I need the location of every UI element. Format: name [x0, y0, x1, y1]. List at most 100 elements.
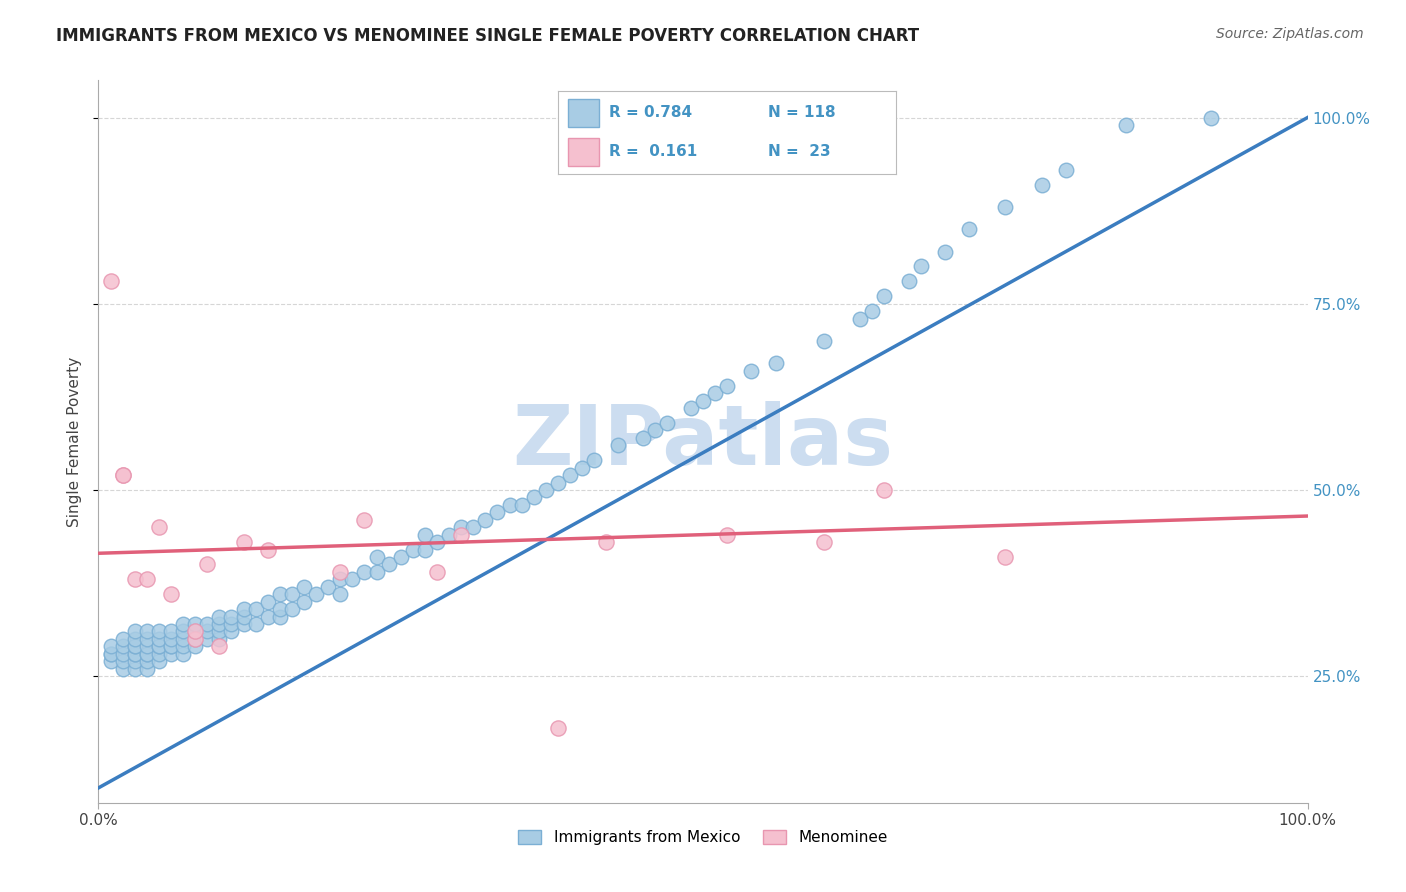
Point [124, 647, 146, 661]
Point [232, 535, 254, 549]
Point [1115, 118, 1137, 132]
Point [934, 244, 956, 259]
Point [184, 632, 207, 646]
Point [221, 609, 243, 624]
Point [124, 632, 146, 646]
Point [124, 572, 146, 586]
Point [111, 468, 134, 483]
Point [292, 580, 315, 594]
Point [402, 542, 425, 557]
Point [534, 483, 557, 497]
Point [135, 624, 157, 639]
Point [124, 624, 146, 639]
Point [269, 602, 291, 616]
Point [172, 617, 194, 632]
Point [172, 640, 194, 654]
Point [111, 468, 134, 483]
Point [195, 632, 218, 646]
Point [111, 640, 134, 654]
Point [100, 274, 122, 288]
Point [353, 513, 375, 527]
Point [148, 654, 170, 668]
Point [100, 640, 122, 654]
Point [148, 640, 170, 654]
Point [316, 580, 339, 594]
Point [208, 617, 231, 632]
Point [245, 617, 267, 632]
Point [607, 438, 630, 452]
Point [366, 549, 388, 564]
Point [704, 386, 727, 401]
Point [195, 558, 218, 572]
Point [994, 200, 1017, 214]
Point [474, 513, 496, 527]
Point [172, 647, 194, 661]
Point [377, 558, 399, 572]
Point [124, 640, 146, 654]
Point [172, 632, 194, 646]
Point [463, 520, 485, 534]
Point [486, 505, 509, 519]
Point [644, 423, 666, 437]
Point [160, 587, 183, 601]
Point [135, 647, 157, 661]
Point [329, 587, 352, 601]
Point [135, 654, 157, 668]
Point [184, 640, 207, 654]
Point [208, 609, 231, 624]
Point [292, 595, 315, 609]
Point [221, 617, 243, 632]
Point [994, 549, 1017, 564]
Point [583, 453, 606, 467]
Point [860, 304, 883, 318]
Point [1054, 162, 1077, 177]
Legend: Immigrants from Mexico, Menominee: Immigrants from Mexico, Menominee [510, 822, 896, 853]
Point [329, 565, 352, 579]
Point [148, 520, 170, 534]
Point [426, 535, 449, 549]
Point [256, 595, 278, 609]
Point [413, 527, 436, 541]
Point [232, 617, 254, 632]
Point [111, 654, 134, 668]
Point [389, 549, 412, 564]
Point [208, 640, 231, 654]
Point [135, 640, 157, 654]
Text: IMMIGRANTS FROM MEXICO VS MENOMINEE SINGLE FEMALE POVERTY CORRELATION CHART: IMMIGRANTS FROM MEXICO VS MENOMINEE SING… [56, 27, 920, 45]
Point [111, 632, 134, 646]
Point [184, 624, 207, 639]
Point [716, 378, 738, 392]
Point [100, 647, 122, 661]
Point [281, 602, 304, 616]
Point [558, 468, 581, 483]
Point [221, 624, 243, 639]
Point [910, 260, 932, 274]
Point [329, 572, 352, 586]
Point [208, 632, 231, 646]
Point [426, 565, 449, 579]
Point [100, 654, 122, 668]
Text: ZIPatlas: ZIPatlas [513, 401, 893, 482]
Point [437, 527, 460, 541]
Point [135, 662, 157, 676]
Point [1199, 111, 1222, 125]
Point [195, 617, 218, 632]
Point [195, 624, 218, 639]
Point [595, 535, 617, 549]
Point [813, 334, 835, 348]
Point [172, 624, 194, 639]
Point [716, 527, 738, 541]
Point [849, 311, 872, 326]
Text: Source: ZipAtlas.com: Source: ZipAtlas.com [1216, 27, 1364, 41]
Point [160, 632, 183, 646]
Point [100, 647, 122, 661]
Point [148, 640, 170, 654]
Point [631, 431, 654, 445]
Point [135, 572, 157, 586]
Point [160, 640, 183, 654]
Point [160, 624, 183, 639]
Point [184, 632, 207, 646]
Point [256, 542, 278, 557]
Point [148, 632, 170, 646]
Point [897, 274, 920, 288]
